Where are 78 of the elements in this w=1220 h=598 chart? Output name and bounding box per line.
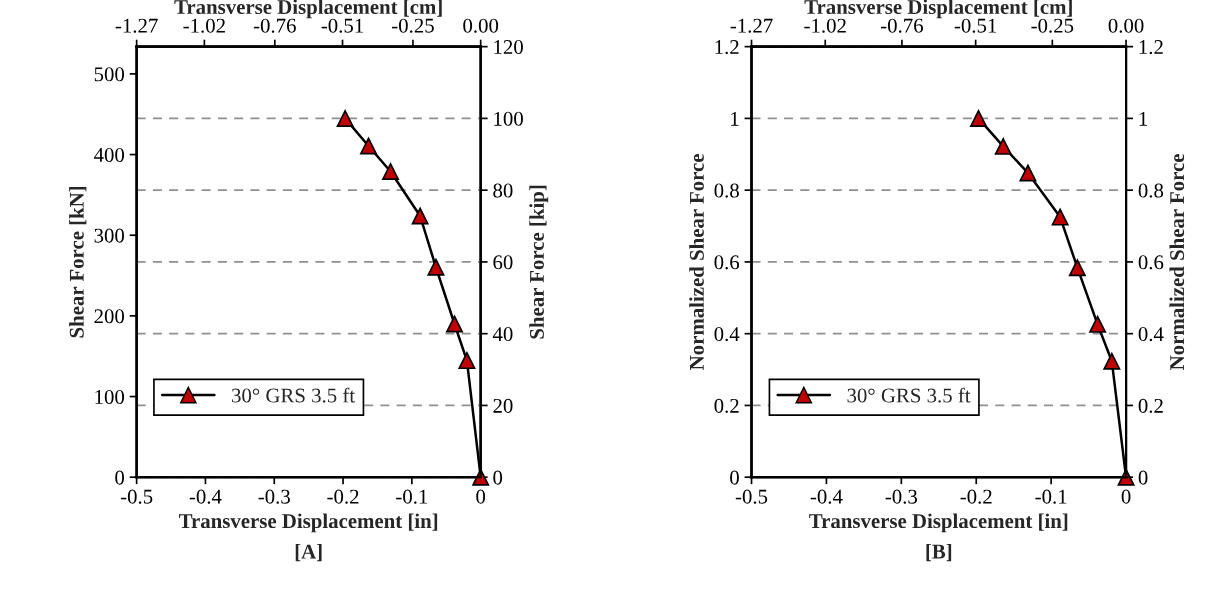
y2-tick-label: 0.4	[1138, 327, 1164, 342]
y-tick-label: 0.4	[714, 327, 740, 342]
x2-tick-label: -1.02	[804, 18, 846, 33]
y-tick-label: 0	[115, 470, 125, 485]
y2-tick-label: 120	[494, 40, 523, 55]
x-tick-label: -0.1	[396, 489, 428, 504]
y-tick-label: 400	[93, 147, 125, 162]
point	[472, 468, 490, 486]
y2-axis-title: Shear Force [kip]	[529, 185, 549, 339]
x2-tick-label: -0.76	[253, 18, 296, 33]
point	[336, 109, 354, 127]
y-tick-label: 500	[94, 67, 125, 82]
point	[1051, 208, 1069, 226]
point	[427, 258, 445, 276]
x-tick-label: -0.5	[735, 489, 768, 504]
y2-tick-label: 40	[492, 327, 513, 342]
point	[1103, 352, 1121, 370]
y2-tick-label: 1.2	[1139, 40, 1163, 55]
x-tick-label: -0.2	[960, 489, 992, 504]
y-tick-label: 1	[731, 111, 739, 126]
y-axis-title: Shear Force [kN]	[69, 186, 87, 338]
y-tick-label: 0.2	[714, 398, 739, 413]
point	[382, 163, 400, 180]
x-tick-label: -0.1	[1035, 489, 1067, 504]
x2-tick-label: 0.00	[1108, 18, 1144, 33]
x-tick-label: -0.2	[327, 489, 359, 504]
x2-tick-label: 0.00	[463, 18, 499, 33]
y2-tick-label: 80	[493, 183, 513, 198]
y2-tick-label: 1	[1139, 111, 1148, 126]
point	[458, 352, 476, 370]
y2-tick-label: 0	[1138, 470, 1148, 485]
point	[411, 207, 429, 225]
x-tick-label: -0.3	[885, 489, 918, 504]
y2-tick-label: 20	[493, 398, 513, 413]
y-tick-label: 300	[94, 228, 125, 243]
y2-tick-label: 100	[494, 111, 523, 126]
x2-tick-label: -0.51	[321, 18, 363, 33]
y-tick-label: 0.6	[714, 255, 740, 270]
x-axis-title: Transverse Displacement [in]	[809, 513, 1068, 533]
y2-tick-label: 0.6	[1138, 255, 1164, 270]
x2-tick-label: -1.02	[183, 18, 225, 33]
x2-tick-label: -0.76	[881, 18, 923, 33]
x2-axis-title: Transverse Displacement [cm]	[804, 0, 1072, 19]
point	[360, 137, 377, 155]
y-tick-label: 1.2	[715, 40, 739, 55]
text: [B]	[926, 543, 952, 562]
y2-tick-label: 60	[493, 255, 513, 270]
y2-tick-label: 0	[493, 470, 503, 485]
point	[1089, 315, 1107, 333]
x2-tick-label: -0.51	[954, 18, 997, 33]
legend-label: 30° GRS 3.5 ft	[847, 387, 971, 403]
point	[970, 109, 987, 127]
point	[446, 315, 464, 333]
y-tick-label: 100	[95, 389, 125, 404]
x2-tick-label: -1.27	[115, 18, 158, 33]
y-tick-label: 200	[94, 309, 125, 324]
x-tick-label: 0	[1121, 489, 1131, 504]
x-tick-label: -0.5	[120, 489, 153, 504]
x-tick-label: -0.3	[258, 489, 290, 504]
y-axis-title: Normalized Shear Force	[689, 154, 704, 370]
y2-tick-label: 0.2	[1138, 398, 1163, 413]
point	[994, 137, 1012, 155]
y-tick-label: 0	[730, 470, 739, 485]
x2-tick-label: -1.27	[730, 18, 773, 33]
x-axis-title: Transverse Displacement [in]	[178, 513, 438, 533]
legend-label: 30° GRS 3.5 ft	[232, 387, 355, 403]
y2-axis-title: Normalized Shear Force	[1169, 154, 1185, 370]
y-tick-label: 0.8	[714, 183, 739, 198]
text: [A]	[295, 543, 322, 562]
point	[1019, 164, 1037, 182]
x-tick-label: -0.4	[189, 489, 222, 504]
x-tick-label: 0	[476, 489, 486, 504]
point	[1068, 259, 1086, 277]
x2-tick-label: -0.25	[1031, 18, 1074, 33]
x2-axis-title: Transverse Displacement [cm]	[174, 0, 442, 19]
x-tick-label: -0.4	[810, 489, 843, 504]
x2-tick-label: -0.25	[392, 18, 434, 33]
y2-tick-label: 0.8	[1138, 183, 1164, 198]
